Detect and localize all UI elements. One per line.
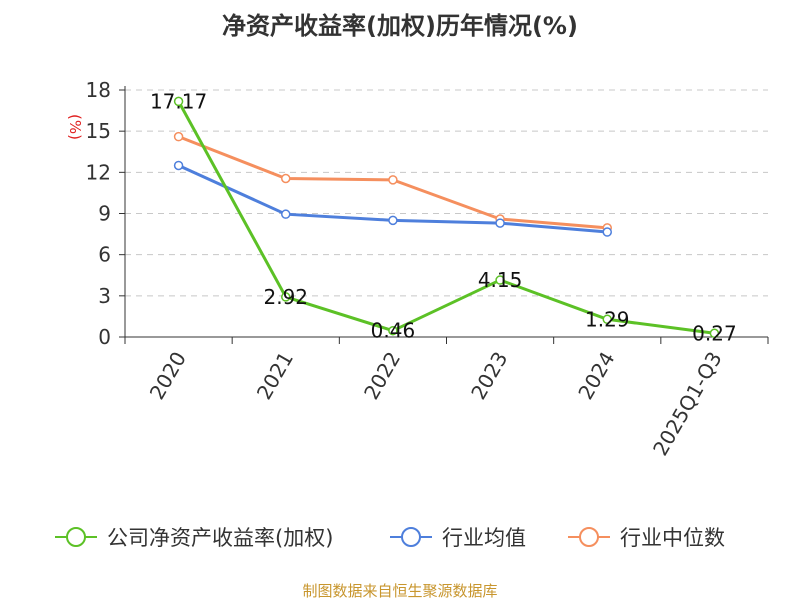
data-point bbox=[709, 328, 720, 339]
data-label: 0.27 bbox=[692, 321, 737, 345]
x-tick-label: 2022 bbox=[359, 348, 405, 404]
data-point bbox=[495, 275, 505, 285]
x-tick-label: 2023 bbox=[466, 348, 512, 404]
footer-source: 制图数据来自恒生聚源数据库 bbox=[302, 582, 497, 600]
axes: 0 3 6 9 12 15 18 2020 2021 2022 2023 2024 2025Q1-Q3 bbox=[86, 78, 769, 460]
legend-marker bbox=[579, 527, 599, 547]
y-tick-label: 9 bbox=[98, 202, 111, 226]
y-tick-label: 0 bbox=[98, 325, 111, 349]
series-line-0 bbox=[177, 100, 715, 335]
data-point bbox=[388, 215, 398, 226]
data-label: 1.29 bbox=[585, 307, 630, 331]
x-tick-label: 2020 bbox=[145, 348, 191, 404]
data-label: 17.17 bbox=[150, 89, 207, 113]
y-tick-label: 18 bbox=[86, 78, 111, 102]
legend: 公司净资产收益率(加权) 行业均值 行业中位数 bbox=[55, 526, 725, 550]
data-point bbox=[281, 209, 291, 219]
data-point bbox=[173, 96, 184, 107]
data-labels: 17.17 2.92 0.46 4.15 1.29 0.27 bbox=[150, 89, 737, 345]
y-tick-label: 6 bbox=[98, 243, 111, 267]
legend-label: 行业均值 bbox=[442, 526, 526, 550]
legend-marker bbox=[401, 527, 421, 547]
data-point bbox=[602, 227, 612, 237]
data-point bbox=[602, 314, 612, 325]
data-point bbox=[388, 175, 398, 185]
legend-marker bbox=[66, 527, 86, 547]
data-point bbox=[495, 218, 505, 228]
data-label: 4.15 bbox=[478, 268, 523, 292]
y-axis-unit: (%) bbox=[66, 114, 84, 140]
y-tick-label: 15 bbox=[86, 119, 111, 143]
data-point bbox=[173, 131, 184, 142]
y-tick-label: 12 bbox=[86, 160, 111, 184]
x-tick-label: 2025Q1-Q3 bbox=[648, 348, 727, 460]
data-point bbox=[173, 160, 184, 171]
y-tick-label: 3 bbox=[98, 284, 111, 308]
grid bbox=[125, 89, 768, 297]
data-label: 0.46 bbox=[371, 319, 416, 343]
x-tick-label: 2024 bbox=[573, 348, 619, 404]
data-label: 2.92 bbox=[263, 285, 308, 309]
data-point bbox=[388, 325, 398, 336]
x-tick-label: 2021 bbox=[252, 348, 298, 404]
chart-title: 净资产收益率(加权)历年情况(%) bbox=[222, 12, 578, 40]
data-point bbox=[281, 292, 291, 302]
legend-label: 行业中位数 bbox=[620, 526, 725, 550]
data-point bbox=[281, 173, 291, 184]
series-group bbox=[173, 96, 720, 339]
legend-label: 公司净资产收益率(加权) bbox=[107, 526, 333, 550]
